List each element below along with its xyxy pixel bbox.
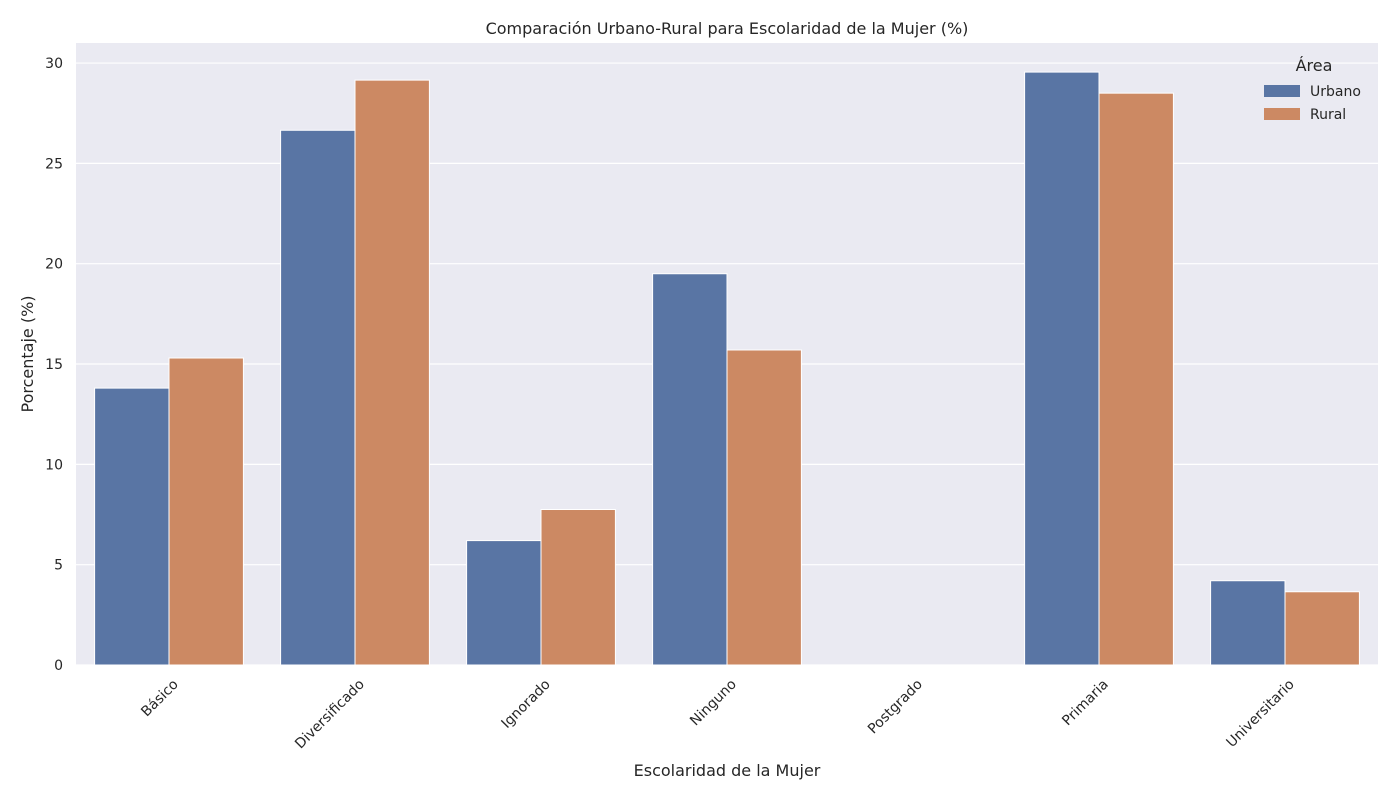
x-tick-label: Primaria <box>1059 677 1112 730</box>
x-axis-label: Escolaridad de la Mujer <box>634 761 821 780</box>
x-tick-label: Ninguno <box>687 677 740 730</box>
y-axis-ticks: 0 5 10 15 20 25 30 <box>45 56 63 674</box>
x-axis-ticks: Básico Diversificado Ignorado Ninguno Postgr… <box>138 677 1298 753</box>
bar-urbano-6 <box>1210 580 1286 666</box>
bar-rural-0 <box>168 357 244 666</box>
bar-rural-1 <box>354 79 430 666</box>
bar-urbano-2 <box>466 540 542 666</box>
x-tick-label: Básico <box>138 677 182 721</box>
y-tick-label: 20 <box>45 257 63 273</box>
bar-rural-2 <box>540 509 616 666</box>
x-tick-label: Postgrado <box>865 677 926 738</box>
y-tick-label: 25 <box>45 156 63 172</box>
chart-title: Comparación Urbano-Rural para Escolarida… <box>486 19 969 38</box>
bar-urbano-0 <box>94 387 170 666</box>
y-tick-label: 5 <box>54 558 63 574</box>
legend-label-rural: Rural <box>1310 107 1346 123</box>
y-tick-label: 15 <box>45 357 63 373</box>
legend-title: Área <box>1296 56 1333 75</box>
legend-swatch-rural <box>1264 108 1300 120</box>
legend: Área Urbano Rural <box>1264 56 1361 123</box>
legend-label-urbano: Urbano <box>1310 84 1361 100</box>
legend-swatch-urbano <box>1264 85 1300 97</box>
x-tick-label: Diversificado <box>292 677 368 753</box>
bar-rural-3 <box>726 349 802 666</box>
x-tick-label: Ignorado <box>498 677 553 732</box>
bar-rural-6 <box>1284 591 1360 666</box>
x-tick-label: Universitario <box>1223 677 1297 751</box>
bar-urbano-5 <box>1024 71 1100 666</box>
y-tick-label: 30 <box>45 56 63 72</box>
bars <box>94 71 1360 666</box>
y-tick-label: 0 <box>54 658 63 674</box>
bar-urbano-3 <box>652 273 728 666</box>
bar-rural-5 <box>1098 92 1174 666</box>
bar-urbano-1 <box>280 129 356 666</box>
y-tick-label: 10 <box>45 457 63 473</box>
y-axis-label: Porcentaje (%) <box>18 295 37 412</box>
